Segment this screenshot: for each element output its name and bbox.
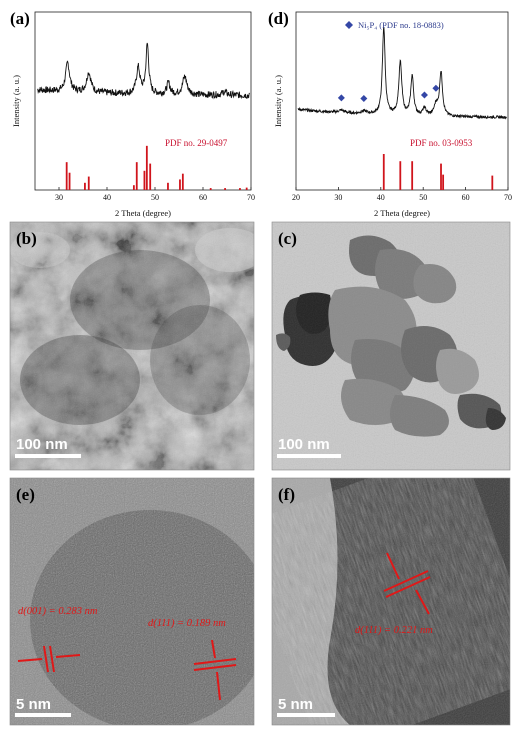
legend-ni5p4: Ni₅P₄ (PDF no. 18-0883) (358, 20, 444, 30)
panel-b: (b) 100 nm (9, 221, 255, 471)
ni5p4-marker-icon (360, 95, 368, 103)
x-tick-label: 50 (151, 193, 159, 202)
d-spacing-label-111: d(111) = 0.189 nm (148, 618, 226, 629)
x-axis-label-a: 2 Theta (degree) (115, 208, 171, 218)
panel-d: (d) 20 30 40 50 60 70 Intensity (a. u.) 2 The… (268, 9, 512, 218)
x-axis-label-d: 2 Theta (degree) (374, 208, 430, 218)
fringe-marker-f (383, 552, 431, 615)
panel-e: (e) d(001) = 0.283 nm d(111) = 0.189 nm … (9, 477, 255, 726)
ni5p4-marker-icon (420, 91, 428, 99)
x-tick-label: 60 (199, 193, 207, 202)
x-tick-label: 30 (334, 193, 342, 202)
panel-letter-d: (d) (268, 9, 289, 28)
diffraction-pattern (297, 27, 507, 120)
panel-c: (c) 100 nm (271, 221, 511, 471)
x-tick-label: 40 (103, 193, 111, 202)
scale-label-e: 5 nm (16, 696, 51, 713)
x-tick-label: 40 (377, 193, 385, 202)
ni5p4-marker-icon (432, 84, 440, 92)
scale-label-b: 100 nm (16, 436, 68, 453)
reference-label-a: PDF no. 29-0497 (165, 138, 228, 148)
panel-a: (a) 30 40 50 60 70 Intensity (a. u.) 2 Theta… (10, 9, 255, 218)
panel-letter-e: (e) (16, 485, 35, 504)
scale-bar-e (15, 713, 71, 717)
scale-bar-c (277, 454, 341, 458)
panel-letter-a: (a) (10, 9, 30, 28)
fringe-marker-e1 (17, 645, 81, 673)
x-tick-label: 20 (292, 193, 300, 202)
xrd-plot-a: 30 40 50 60 70 (37, 42, 255, 202)
reference-label-d: PDF no. 03-0953 (410, 138, 473, 148)
ni5p4-marker-icon (337, 94, 345, 102)
diffraction-pattern (37, 42, 250, 100)
scale-label-f: 5 nm (278, 696, 313, 713)
plot-frame-a (34, 11, 252, 191)
panel-letter-c: (c) (278, 229, 297, 248)
xrd-plot-d: 20 30 40 50 60 70 (292, 27, 512, 202)
scale-bar-f (277, 713, 335, 717)
scale-bar-b (15, 454, 81, 458)
d-spacing-label-001: d(001) = 0.283 nm (18, 606, 98, 617)
d-spacing-label-f: d(111) = 0.221 nm (355, 625, 433, 636)
x-tick-label: 30 (55, 193, 63, 202)
x-tick-label: 60 (462, 193, 470, 202)
panel-letter-b: (b) (16, 229, 37, 248)
fringe-marker-e2 (193, 639, 237, 701)
plot-frame-d (295, 11, 509, 191)
y-axis-label-a: Intensity (a. u.) (11, 75, 21, 127)
panel-f: (f) d(111) = 0.221 nm 5 nm (271, 477, 511, 726)
y-axis-label-d: Intensity (a. u.) (273, 75, 283, 127)
x-tick-label: 70 (247, 193, 255, 202)
x-tick-label: 70 (504, 193, 512, 202)
scale-label-c: 100 nm (278, 436, 330, 453)
panel-letter-f: (f) (278, 485, 295, 504)
legend-diamond-icon (345, 21, 353, 29)
x-tick-label: 50 (419, 193, 427, 202)
